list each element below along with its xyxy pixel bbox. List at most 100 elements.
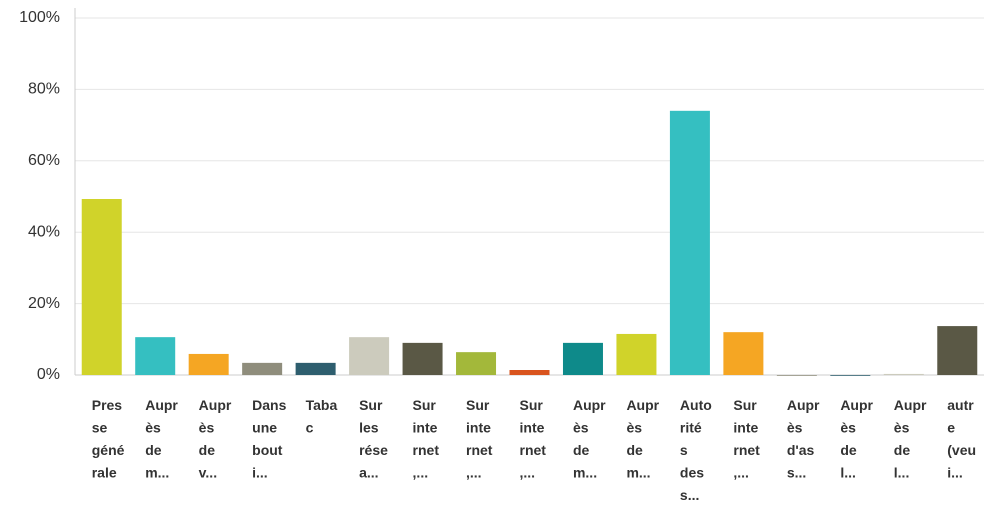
- x-tick-label: Auto rité s des s...: [680, 397, 712, 503]
- bar: [81, 198, 122, 375]
- x-tick-label: Aupr ès de m...: [145, 397, 178, 481]
- x-tick-label: Dans une bout i...: [252, 397, 286, 481]
- bar: [402, 342, 443, 375]
- bar: [135, 337, 176, 375]
- y-tick-label: 60%: [28, 152, 60, 169]
- y-tick-label: 0%: [37, 366, 60, 383]
- bar: [776, 375, 817, 376]
- bar: [509, 370, 550, 375]
- x-tick-label: Aupr ès de l...: [840, 397, 873, 481]
- x-tick-label-line: Sur: [413, 397, 437, 413]
- bar: [456, 352, 497, 375]
- x-tick-label-line: c: [306, 419, 314, 435]
- x-tick-label-line: ès: [787, 419, 803, 435]
- x-tick-label-line: de: [840, 442, 857, 458]
- x-tick-label: Aupr ès de m...: [573, 397, 606, 481]
- x-tick-label: Aupr ès de m...: [626, 397, 659, 481]
- x-tick-label-line: s: [680, 442, 688, 458]
- x-tick-label-line: Aupr: [787, 397, 820, 413]
- bar: [295, 362, 336, 375]
- x-tick-label-line: Aupr: [626, 397, 659, 413]
- bar: [937, 326, 978, 375]
- x-tick-label-line: s...: [680, 487, 699, 503]
- x-tick-label-line: rnet: [520, 442, 547, 458]
- x-tick-label-line: de: [573, 442, 590, 458]
- x-tick-label-line: Sur: [520, 397, 544, 413]
- x-tick-label-line: rnet: [466, 442, 493, 458]
- x-tick-label-line: rale: [92, 464, 117, 480]
- x-tick-label-line: une: [252, 419, 277, 435]
- x-tick-label: Sur inte rnet,...: [733, 397, 760, 481]
- x-tick-label-line: e: [947, 419, 955, 435]
- x-tick-label-line: de: [145, 442, 162, 458]
- x-tick-label-line: l...: [894, 464, 910, 480]
- x-tick-label-line: i...: [947, 464, 963, 480]
- x-tick-label-line: ,...: [413, 464, 429, 480]
- x-tick-label-line: les: [359, 419, 379, 435]
- x-tick-label-line: inte: [733, 419, 758, 435]
- x-tick-label: Sur les rése a...: [359, 397, 388, 481]
- x-tick-label-line: ès: [145, 419, 161, 435]
- y-tick-label: 40%: [28, 223, 60, 240]
- x-tick-label-line: Sur: [466, 397, 490, 413]
- bar: [669, 110, 710, 375]
- bar: [349, 337, 390, 375]
- x-tick-label-line: des: [680, 464, 704, 480]
- x-tick-label-line: i...: [252, 464, 268, 480]
- x-tick-label-line: l...: [840, 464, 856, 480]
- bar: [188, 353, 229, 375]
- x-tick-label-line: Dans: [252, 397, 286, 413]
- x-tick-label: Sur inte rnet,...: [413, 397, 440, 481]
- x-tick-label-line: inte: [520, 419, 545, 435]
- x-tick-label-line: Sur: [359, 397, 383, 413]
- x-tick-label-line: Aupr: [894, 397, 927, 413]
- x-tick-label: Pres se géné rale: [92, 397, 125, 481]
- bar: [723, 332, 764, 375]
- x-tick-label: Aupr ès de l...: [894, 397, 927, 481]
- x-tick-label-line: Pres: [92, 397, 123, 413]
- x-tick-label-line: Sur: [733, 397, 757, 413]
- x-tick-label-line: ès: [573, 419, 589, 435]
- x-tick-label: Aupr ès d'as s...: [787, 397, 820, 481]
- x-tick-label-line: rése: [359, 442, 388, 458]
- x-tick-label-line: de: [626, 442, 643, 458]
- x-tick-label-line: se: [92, 419, 108, 435]
- x-tick-label-line: rnet: [413, 442, 440, 458]
- bar: [616, 333, 657, 375]
- x-tick-label-line: s...: [787, 464, 806, 480]
- x-tick-label: Sur inte rnet,...: [520, 397, 547, 481]
- x-tick-label-line: Aupr: [145, 397, 178, 413]
- x-tick-label-line: ,...: [520, 464, 536, 480]
- x-tick-label-line: m...: [626, 464, 650, 480]
- x-tick-label-line: rité: [680, 419, 702, 435]
- y-tick-label: 80%: [28, 81, 60, 98]
- bar: [883, 373, 924, 375]
- x-tick-label: Taba c: [306, 397, 338, 436]
- x-tick-label-line: d'as: [787, 442, 815, 458]
- x-tick-label-line: de: [894, 442, 911, 458]
- x-tick-label-line: m...: [573, 464, 597, 480]
- x-tick-label-line: ès: [626, 419, 642, 435]
- y-tick-label: 20%: [28, 295, 60, 312]
- x-tick-label-line: inte: [466, 419, 491, 435]
- x-tick-label-line: Aupr: [199, 397, 232, 413]
- x-tick-label-line: Aupr: [840, 397, 873, 413]
- bar: [562, 342, 603, 375]
- x-tick-label-line: m...: [145, 464, 169, 480]
- x-tick-label-line: ,...: [466, 464, 482, 480]
- x-tick-label-line: autr: [947, 397, 974, 413]
- x-tick-label-line: géné: [92, 442, 125, 458]
- x-tick-label-line: (veu: [947, 442, 976, 458]
- bar: [242, 362, 283, 375]
- x-tick-label-line: inte: [413, 419, 438, 435]
- x-tick-label: Sur inte rnet,...: [466, 397, 493, 481]
- x-tick-label-line: rnet: [733, 442, 760, 458]
- x-tick-label-line: Taba: [306, 397, 338, 413]
- x-tick-label-line: ès: [894, 419, 910, 435]
- x-tick-label-line: Auto: [680, 397, 712, 413]
- x-tick-label-line: v...: [199, 464, 217, 480]
- y-tick-label: 100%: [19, 9, 60, 26]
- x-tick-label-line: ès: [199, 419, 215, 435]
- x-tick-label-line: ,...: [733, 464, 749, 480]
